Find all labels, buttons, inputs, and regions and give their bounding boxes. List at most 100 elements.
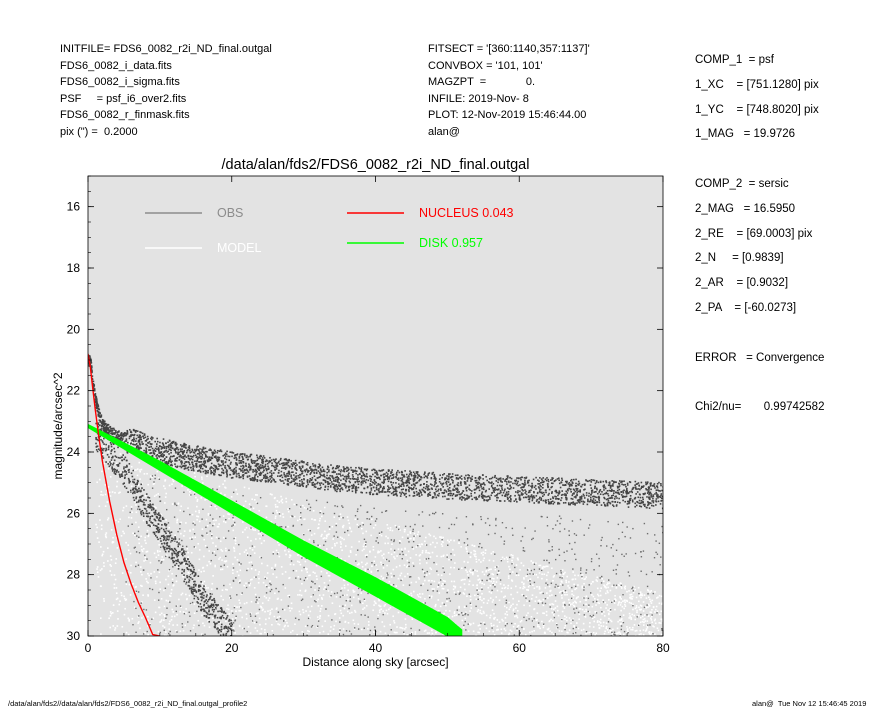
model-point (430, 634, 432, 636)
model-point (222, 483, 224, 486)
obs-point (173, 441, 175, 444)
obs-point (259, 474, 262, 476)
model-point (127, 544, 130, 546)
model-point (261, 602, 264, 604)
model-point (157, 539, 160, 542)
model-point (541, 620, 543, 623)
obs-point (281, 462, 283, 465)
obs-point (449, 473, 451, 475)
model-point (106, 501, 109, 503)
model-point (167, 600, 170, 602)
obs-point (347, 473, 350, 476)
model-point (252, 529, 255, 531)
model-point (477, 579, 480, 581)
model-point (481, 599, 483, 602)
obs-point (260, 455, 263, 457)
model-point (182, 611, 185, 613)
model-point (176, 518, 179, 521)
model-point (565, 591, 568, 593)
obs-point (258, 466, 261, 468)
obs-point (533, 491, 535, 494)
obs-point (188, 458, 191, 460)
model-point (478, 578, 481, 581)
model-point (284, 619, 287, 622)
model-point (628, 601, 631, 604)
model-point (638, 608, 641, 611)
model-point (547, 627, 550, 630)
model-point (416, 594, 419, 596)
model-point (462, 578, 464, 581)
model-point (635, 605, 638, 607)
obs-point (242, 461, 245, 464)
model-point (198, 558, 201, 561)
model-point (636, 611, 638, 614)
header-mid-line: MAGZPT = 0. (428, 76, 536, 89)
model-point (107, 547, 109, 549)
model-point (583, 582, 585, 585)
model-point (493, 641, 495, 643)
model-point (463, 638, 465, 640)
obs-point (470, 495, 473, 497)
obs-point (387, 476, 389, 478)
model-point (446, 554, 448, 556)
model-point (107, 517, 110, 519)
obs-point (501, 489, 504, 491)
obs-point (144, 436, 147, 439)
obs-point (437, 490, 439, 492)
model-point (325, 534, 328, 537)
obs-point (416, 472, 418, 474)
obs-point (412, 488, 415, 490)
model-point (295, 570, 298, 572)
obs-point (317, 466, 320, 468)
obs-point (306, 479, 309, 481)
obs-point (649, 484, 652, 486)
model-point (319, 610, 322, 612)
obs-point (352, 485, 355, 487)
model-point (599, 594, 602, 597)
model-point (229, 583, 231, 586)
model-point (654, 618, 657, 621)
model-point (620, 609, 622, 612)
model-point (646, 643, 648, 645)
model-point (196, 505, 198, 508)
model-point (483, 557, 485, 560)
model-point (362, 532, 364, 535)
obs-point (579, 496, 581, 499)
model-point (115, 598, 118, 601)
model-point (530, 598, 533, 600)
model-point (450, 580, 453, 583)
obs-point (327, 483, 329, 485)
model-point (605, 607, 607, 609)
model-point (592, 626, 595, 628)
model-point (542, 624, 545, 627)
obs-point (638, 499, 641, 502)
obs-point (350, 466, 352, 469)
model-point (430, 568, 433, 571)
model-point (492, 599, 495, 601)
obs-point (200, 452, 202, 455)
model-point (441, 644, 443, 646)
obs-point (176, 460, 178, 462)
obs-point (275, 468, 278, 470)
obs-point (557, 498, 560, 501)
obs-point (357, 481, 359, 483)
model-point (115, 645, 117, 647)
obs-point (161, 453, 164, 455)
model-point (607, 609, 609, 612)
model-point (299, 563, 302, 566)
model-point (259, 632, 261, 635)
obs-point (449, 490, 452, 492)
model-point (509, 629, 512, 632)
model-point (304, 518, 306, 520)
obs-point (274, 481, 277, 483)
obs-point (458, 491, 460, 493)
model-point (239, 602, 241, 604)
obs-point (192, 451, 195, 454)
obs-point (522, 489, 524, 492)
obs-point (518, 496, 521, 498)
obs-point (189, 458, 191, 461)
obs-point (201, 449, 204, 451)
obs-point (551, 491, 553, 493)
model-point (564, 635, 566, 636)
model-point (290, 499, 293, 501)
